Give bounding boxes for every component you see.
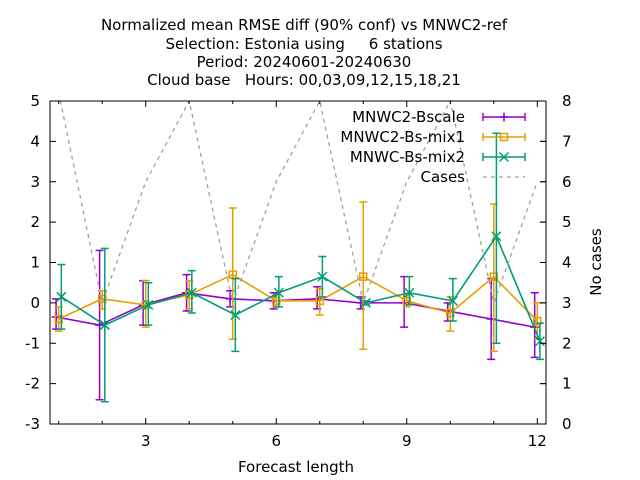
legend-item-mnwc2-bs-mix1: MNWC2-Bs-mix1 bbox=[340, 128, 526, 146]
data-point bbox=[446, 308, 455, 318]
data-point bbox=[404, 287, 415, 298]
y-tick-label: 3 bbox=[30, 173, 40, 191]
error-bar bbox=[141, 279, 150, 328]
data-point bbox=[447, 295, 458, 306]
y-tick-label: 0 bbox=[30, 294, 40, 312]
y-tick-label: -1 bbox=[25, 334, 40, 352]
y2-tick-label: 0 bbox=[562, 415, 572, 433]
data-point bbox=[489, 272, 499, 281]
y-tick-label: -3 bbox=[25, 415, 40, 433]
y-tick-label: 2 bbox=[30, 213, 40, 231]
y2-tick-label: 2 bbox=[562, 334, 572, 352]
legend-label: MNWC2-Bscale bbox=[352, 108, 465, 126]
legend-marker bbox=[498, 151, 510, 163]
y2-tick-label: 4 bbox=[562, 254, 572, 272]
data-point bbox=[534, 336, 545, 347]
plot-series-group bbox=[51, 101, 545, 403]
y2-tick-label: 8 bbox=[562, 92, 572, 110]
error-bar bbox=[359, 201, 368, 351]
data-point bbox=[54, 314, 63, 324]
y2-tick-label: 5 bbox=[562, 213, 572, 231]
series-line bbox=[59, 101, 538, 306]
legend-label: MNWC-Bs-mix2 bbox=[350, 148, 465, 166]
data-point bbox=[359, 272, 368, 281]
y-tick-label: 4 bbox=[30, 132, 40, 150]
x-tick-label: 9 bbox=[402, 432, 412, 450]
series-line bbox=[58, 273, 538, 322]
legend-errbar-caps bbox=[482, 153, 526, 161]
title-line-4: Cloud base Hours: 00,03,09,12,15,18,21 bbox=[147, 71, 461, 89]
legend-label: Cases bbox=[420, 168, 465, 186]
data-point bbox=[271, 296, 281, 306]
legend-marker bbox=[499, 112, 509, 122]
legend-item-cases: Cases bbox=[420, 168, 525, 186]
data-point bbox=[317, 271, 328, 282]
y2-tick-label: 3 bbox=[562, 294, 572, 312]
data-point bbox=[491, 231, 502, 242]
legend: MNWC2-Bscale MNWC2-Bs-mix1 MNWC-Bs-mix2 Cas… bbox=[340, 108, 526, 186]
data-point bbox=[230, 309, 241, 321]
data-point bbox=[533, 316, 542, 326]
legend-errbar-caps bbox=[482, 113, 526, 121]
plot-frame bbox=[49, 100, 547, 425]
y2-tick-label: 7 bbox=[562, 132, 572, 150]
y-tick-label: 5 bbox=[30, 92, 40, 110]
series-line bbox=[60, 234, 541, 342]
series-mnwc-bs-mix2 bbox=[56, 132, 545, 403]
error-bar bbox=[492, 132, 501, 344]
series-cases bbox=[59, 101, 538, 306]
title-line-2: Selection: Estonia using 6 stations bbox=[165, 35, 442, 53]
legend-item-mnwc2-bscale: MNWC2-Bscale bbox=[352, 108, 526, 126]
x-tick-label: 6 bbox=[271, 432, 281, 450]
error-bar bbox=[405, 275, 414, 306]
legend-marker bbox=[499, 132, 509, 142]
x-tick-label: 12 bbox=[528, 432, 547, 450]
data-point bbox=[273, 287, 284, 298]
title-line-3: Period: 20240601-20240630 bbox=[197, 53, 412, 71]
y-tick-label: -2 bbox=[25, 375, 40, 393]
chart-title: Normalized mean RMSE diff (90% conf) vs … bbox=[101, 16, 508, 89]
legend-errbar-caps bbox=[482, 133, 526, 141]
data-point bbox=[143, 299, 154, 310]
data-point bbox=[97, 294, 107, 304]
title-line-1: Normalized mean RMSE diff (90% conf) vs … bbox=[101, 16, 508, 34]
x-tick-label: 3 bbox=[141, 432, 151, 450]
y2-axis-label: No cases bbox=[587, 228, 605, 296]
data-point bbox=[99, 320, 110, 331]
data-point bbox=[56, 291, 67, 302]
series-mnwc2-bscale bbox=[51, 249, 540, 401]
series-line bbox=[55, 291, 535, 328]
y2-tick-label: 1 bbox=[562, 375, 572, 393]
data-point bbox=[186, 287, 197, 298]
legend-label: MNWC2-Bs-mix1 bbox=[340, 128, 465, 146]
y2-tick-label: 6 bbox=[562, 173, 572, 191]
y-tick-label: 1 bbox=[30, 254, 40, 272]
plot-area bbox=[51, 101, 545, 403]
x-axis-label: Forecast length bbox=[238, 458, 354, 476]
legend-item-mnwc-bs-mix2: MNWC-Bs-mix2 bbox=[350, 148, 526, 166]
